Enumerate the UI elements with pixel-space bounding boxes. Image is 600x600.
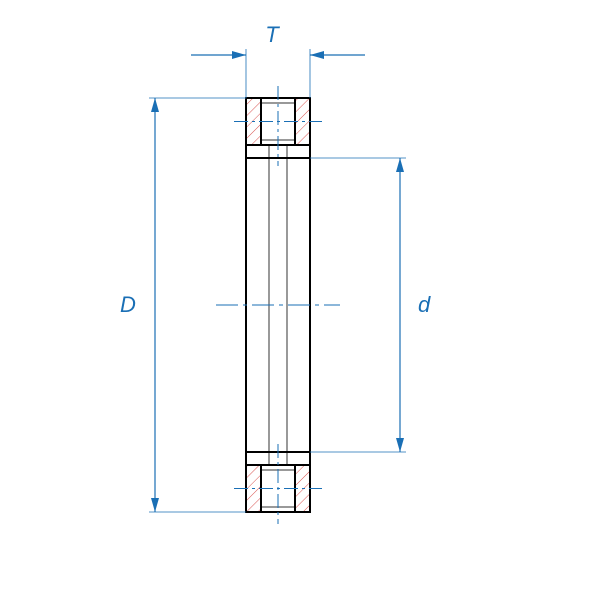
dimension-label-D: D [120, 292, 136, 317]
bearing-cross-section-diagram: Dd T [0, 0, 600, 600]
dimension-label-d: d [418, 292, 431, 317]
dimension-label-T: T [265, 22, 280, 47]
dimensions: Dd T [120, 22, 431, 512]
bearing-body [216, 86, 340, 524]
